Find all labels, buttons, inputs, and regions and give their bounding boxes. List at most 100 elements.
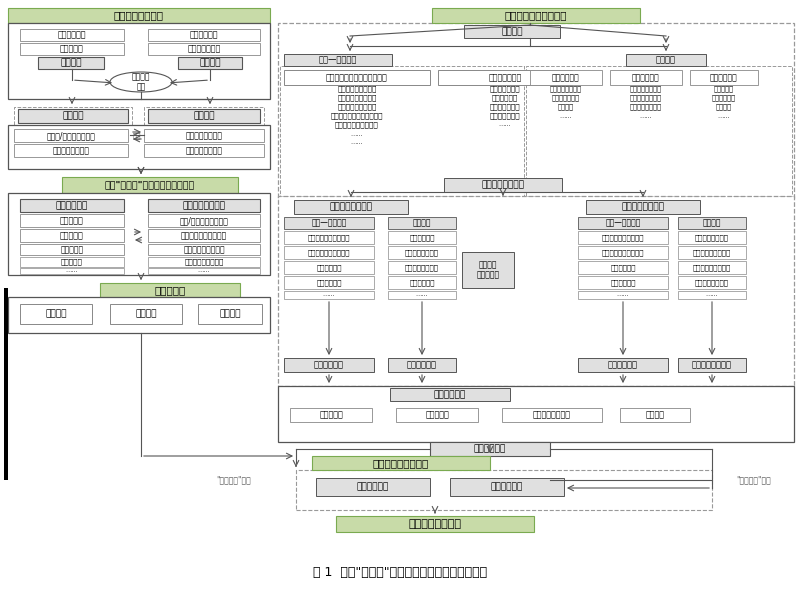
Text: 公园绿地: 公园绿地: [558, 104, 574, 110]
Text: 约束: 约束: [133, 133, 141, 139]
FancyBboxPatch shape: [14, 107, 132, 125]
FancyBboxPatch shape: [444, 178, 562, 192]
FancyBboxPatch shape: [38, 57, 104, 69]
FancyBboxPatch shape: [390, 388, 510, 401]
Text: 地面沉降高风险区域: 地面沉降高风险区域: [693, 249, 731, 256]
Text: 农业适宜区面积比例: 农业适宜区面积比例: [183, 245, 225, 254]
FancyBboxPatch shape: [284, 231, 374, 244]
Text: 宏观—中观尺度: 宏观—中观尺度: [606, 219, 641, 227]
Text: 石漠化脆弱性: 石漠化脆弱性: [492, 95, 518, 101]
Text: 微观尺度: 微观尺度: [656, 56, 676, 64]
Text: 防风固沙功能重要性: 防风固沙功能重要性: [337, 104, 376, 110]
Text: 洪洪灾害潜在区域: 洪洪灾害潜在区域: [695, 234, 729, 241]
Text: 资源禀赋: 资源禀赋: [60, 59, 81, 67]
Text: 宏观—中观尺度: 宏观—中观尺度: [312, 219, 347, 227]
Text: 水土保持功能重要性: 水土保持功能重要性: [337, 95, 376, 101]
Text: 生态极重要区面积比例: 生态极重要区面积比例: [181, 231, 227, 240]
FancyBboxPatch shape: [284, 291, 374, 299]
Text: ……: ……: [560, 113, 572, 119]
Text: "自下而上"引导: "自下而上"引导: [737, 476, 771, 485]
FancyBboxPatch shape: [20, 214, 124, 227]
FancyBboxPatch shape: [526, 66, 792, 196]
Text: 生态脆弱性评价: 生态脆弱性评价: [488, 73, 522, 82]
FancyBboxPatch shape: [284, 403, 788, 439]
FancyBboxPatch shape: [284, 358, 374, 372]
FancyBboxPatch shape: [20, 43, 124, 55]
FancyBboxPatch shape: [148, 257, 260, 267]
FancyBboxPatch shape: [284, 246, 374, 259]
FancyBboxPatch shape: [610, 70, 682, 85]
Text: 生态量绿网络: 生态量绿网络: [712, 95, 736, 101]
FancyBboxPatch shape: [678, 358, 746, 372]
FancyBboxPatch shape: [8, 23, 270, 99]
FancyBboxPatch shape: [278, 23, 794, 199]
Text: 宏观—中观尺度: 宏观—中观尺度: [319, 56, 357, 64]
FancyBboxPatch shape: [388, 276, 456, 289]
FancyBboxPatch shape: [578, 276, 668, 289]
Text: ……: ……: [66, 268, 78, 273]
Text: 种植业/畜牧业承载规模: 种植业/畜牧业承载规模: [46, 131, 95, 140]
Text: 城乡建设用地规模: 城乡建设用地规模: [53, 146, 89, 155]
Text: 国土空间地域功能识别: 国土空间地域功能识别: [505, 10, 567, 21]
Text: ……: ……: [415, 293, 428, 298]
Text: 沙漠流失脆弱性: 沙漠流失脆弱性: [490, 113, 520, 119]
FancyBboxPatch shape: [284, 217, 374, 229]
Text: 主体功能分区: 主体功能分区: [56, 201, 88, 210]
FancyBboxPatch shape: [578, 217, 668, 229]
Text: 坡度、高程等地形因子: 坡度、高程等地形因子: [308, 234, 350, 241]
FancyBboxPatch shape: [144, 195, 264, 273]
FancyBboxPatch shape: [284, 54, 392, 66]
FancyBboxPatch shape: [578, 231, 668, 244]
FancyBboxPatch shape: [148, 268, 260, 274]
Text: 自然保护地核心区: 自然保护地核心区: [550, 85, 582, 92]
FancyBboxPatch shape: [462, 252, 514, 288]
FancyBboxPatch shape: [278, 386, 794, 442]
Text: 空间约束: 空间约束: [193, 112, 215, 121]
FancyBboxPatch shape: [148, 109, 260, 123]
FancyBboxPatch shape: [148, 244, 260, 255]
FancyBboxPatch shape: [678, 246, 746, 259]
FancyBboxPatch shape: [388, 231, 456, 244]
Text: 微观尺度: 微观尺度: [703, 219, 721, 227]
FancyBboxPatch shape: [144, 144, 264, 157]
FancyBboxPatch shape: [20, 304, 92, 324]
Text: 蓝色水系廊道识别: 蓝色水系廊道识别: [630, 104, 662, 110]
Text: 空间布局优化: 空间布局优化: [491, 482, 523, 491]
Text: 重要作物分布: 重要作物分布: [409, 279, 435, 286]
Text: 单元继承性: 单元继承性: [319, 410, 343, 419]
Text: 珍稀物种栖息地: 珍稀物种栖息地: [552, 95, 580, 101]
Text: ……: ……: [323, 293, 336, 298]
FancyBboxPatch shape: [464, 25, 560, 38]
FancyBboxPatch shape: [678, 291, 746, 299]
FancyBboxPatch shape: [20, 229, 124, 242]
Text: 空间约束: 空间约束: [646, 410, 665, 419]
FancyBboxPatch shape: [312, 456, 490, 470]
Text: 经济增长: 经济增长: [219, 310, 240, 319]
FancyBboxPatch shape: [388, 246, 456, 259]
Text: 利用结构优化: 利用结构优化: [357, 482, 389, 491]
Text: 防灾减灾基础设施布: 防灾减灾基础设施布: [693, 264, 731, 271]
Text: 国土空间极限约束: 国土空间极限约束: [114, 10, 164, 21]
FancyBboxPatch shape: [396, 408, 478, 422]
Text: ……: ……: [706, 293, 718, 298]
Text: 生态绿心: 生态绿心: [716, 104, 732, 110]
Text: 水土流失脆弱性: 水土流失脆弱性: [490, 85, 520, 92]
Text: ……: ……: [197, 268, 210, 273]
Text: 交通区位条件: 交通区位条件: [610, 279, 636, 286]
Text: 城镇建设约束区域: 城镇建设约束区域: [185, 146, 222, 155]
FancyBboxPatch shape: [502, 408, 602, 422]
Text: ……: ……: [640, 113, 652, 119]
Text: 禁止开发区: 禁止开发区: [61, 259, 83, 265]
Text: 农业生产约束区域: 农业生产约束区域: [185, 131, 222, 140]
Text: 农业生产空间识别: 农业生产空间识别: [329, 202, 372, 211]
FancyBboxPatch shape: [110, 304, 182, 324]
FancyBboxPatch shape: [20, 29, 124, 41]
FancyBboxPatch shape: [148, 229, 260, 242]
Text: ……: ……: [718, 113, 730, 119]
FancyBboxPatch shape: [678, 276, 746, 289]
FancyBboxPatch shape: [148, 29, 260, 41]
FancyBboxPatch shape: [626, 54, 706, 66]
Text: 重点开发区: 重点开发区: [60, 231, 84, 240]
FancyBboxPatch shape: [198, 304, 262, 324]
FancyBboxPatch shape: [144, 25, 264, 91]
